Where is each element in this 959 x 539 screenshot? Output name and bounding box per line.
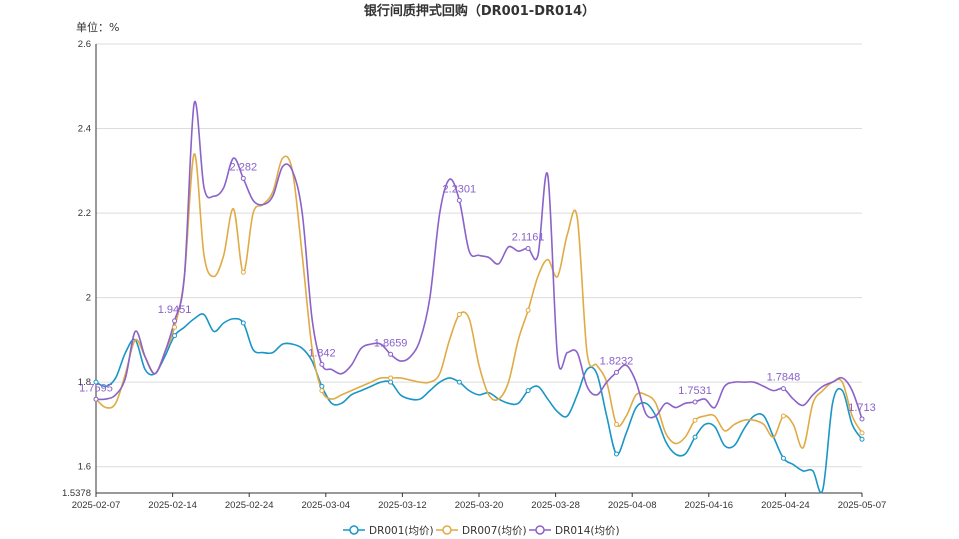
x-tick-label: 2025-02-07 [72,500,121,511]
series-lines [95,100,863,494]
data-point [692,417,698,423]
data-point [525,246,531,252]
data-point [525,388,531,394]
data-point [692,434,698,440]
data-point [859,416,865,422]
data-point [172,324,178,330]
x-tick-label: 2025-04-16 [684,500,733,511]
data-label: 1.9451 [158,304,192,316]
x-tick-label: 2025-03-12 [378,500,427,511]
data-label: 1.7531 [678,385,712,397]
data-point [613,421,619,427]
x-tick-label: 2025-03-04 [301,500,350,511]
y-axis-ticks: 1.5378 1.6 1.8 2 2.2 2.4 2.6 [62,39,91,499]
data-point [859,430,865,436]
data-point [780,455,786,461]
data-label: 2.282 [230,161,258,173]
data-point [388,379,394,385]
data-label: 1.8659 [374,337,408,349]
data-point [93,396,99,402]
y-tick-label: 2 [86,293,91,304]
data-label: 1.713 [848,402,876,414]
series-line-0 [95,313,863,494]
legend-item-label[interactable]: DR007(均价) [462,525,527,537]
data-label: 2.2301 [443,183,477,195]
data-label: 1.842 [308,347,336,359]
data-point [780,386,786,392]
x-axis-ticks: 2025-02-07 2025-02-14 2025-02-24 2025-03-04… [72,493,887,511]
data-point [319,388,325,394]
legend[interactable]: DR001(均价) DR007(均价) DR014(均价) [343,525,620,537]
data-point [172,318,178,324]
data-point [240,269,246,275]
legend-swatch-marker[interactable] [349,525,359,535]
series-line-2 [95,100,863,420]
data-point [456,379,462,385]
data-point [525,307,531,313]
x-tick-label: 2025-02-14 [148,500,197,511]
data-point [613,369,619,375]
data-point [456,197,462,203]
data-label: 1.7848 [767,372,801,384]
x-tick-label: 2025-03-20 [455,500,504,511]
data-label: 1.8232 [600,355,634,367]
legend-swatch-marker[interactable] [535,525,545,535]
x-tick-label: 2025-04-08 [608,500,657,511]
series-markers [93,175,865,461]
data-point [240,175,246,181]
y-tick-label: 1.6 [78,462,91,473]
data-point [172,333,178,339]
y-tick-label: 2.4 [78,124,91,135]
data-labels: 1.7595 1.9451 2.282 1.842 1.8659 2.2301 2.1161… [79,161,876,414]
legend-item-label[interactable]: DR014(均价) [555,525,620,537]
y-tick-label: 1.5378 [62,488,91,499]
x-tick-label: 2025-05-07 [838,500,887,511]
data-point [240,320,246,326]
data-label: 1.7595 [79,382,113,394]
y-tick-label: 2.6 [78,39,91,50]
legend-item-label[interactable]: DR001(均价) [369,525,434,537]
y-tick-label: 2.2 [78,208,91,219]
series-line-1 [95,153,863,449]
x-tick-label: 2025-02-24 [225,500,274,511]
chart-title: 银行间质押式回购（DR001-DR014） [364,3,595,19]
data-point [388,375,394,381]
data-point [319,383,325,389]
data-point [319,361,325,367]
data-label: 2.1161 [512,232,545,244]
grid-lines [96,43,862,468]
data-point [780,413,786,419]
x-tick-label: 2025-03-28 [531,500,580,511]
unit-label: 单位：% [76,20,119,34]
x-tick-label: 2025-04-24 [761,500,810,511]
data-point [456,312,462,318]
data-point [388,351,394,357]
axes [95,44,862,494]
legend-swatch-marker[interactable] [442,525,452,535]
data-point [613,451,619,457]
data-point [859,436,865,442]
data-point [93,379,99,385]
data-point [692,399,698,405]
y-tick-label: 1.8 [78,377,91,388]
